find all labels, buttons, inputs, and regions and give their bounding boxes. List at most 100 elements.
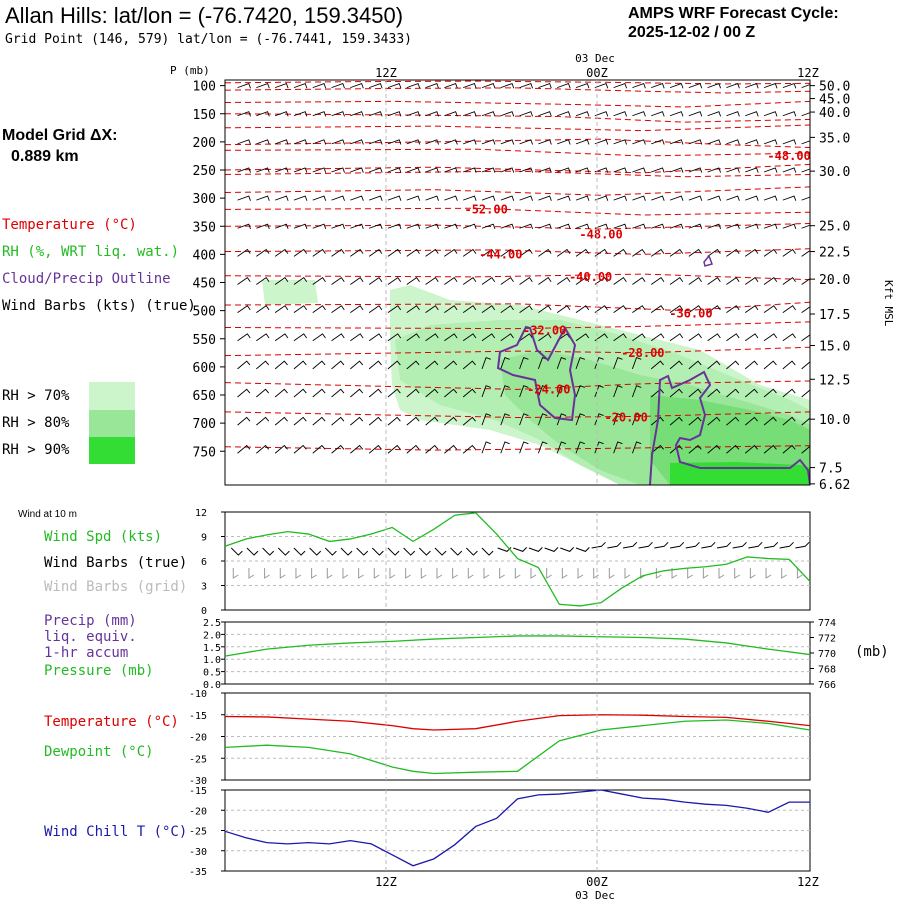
wind-barb bbox=[293, 333, 308, 342]
wind-barb bbox=[707, 333, 721, 342]
wind-barb bbox=[707, 305, 721, 313]
wind-barb bbox=[669, 333, 684, 342]
wind-barb bbox=[632, 139, 646, 145]
wind-barb bbox=[632, 167, 646, 173]
temperature-contour-label: -28.00 bbox=[621, 346, 664, 360]
wind-barb-true bbox=[387, 547, 400, 556]
wind-barb-true bbox=[230, 547, 243, 556]
wind-barb bbox=[256, 388, 270, 398]
wind-barb bbox=[594, 82, 609, 89]
temperature-contour bbox=[225, 124, 810, 132]
wind-barb bbox=[312, 195, 327, 201]
height-tick-label: 45.0 bbox=[819, 93, 850, 108]
wind10-spd-label: Wind Spd (kts) bbox=[44, 529, 163, 545]
wind-barb bbox=[481, 333, 496, 342]
wind-barb bbox=[782, 333, 796, 342]
y-tick-label: 12 bbox=[195, 508, 207, 519]
wind-barb bbox=[293, 167, 308, 173]
wind-barb bbox=[782, 195, 797, 201]
wind-barb bbox=[594, 413, 604, 426]
top-tick-00z: 00Z bbox=[586, 66, 608, 80]
wind-barb-grid bbox=[248, 568, 255, 579]
wind-barb bbox=[481, 223, 496, 229]
wind-barb bbox=[368, 360, 382, 370]
wind-barb bbox=[538, 82, 552, 89]
y-tick-label: -10 bbox=[189, 689, 207, 700]
wind-barb bbox=[613, 223, 628, 229]
wind-barb bbox=[312, 111, 327, 117]
legend-rh: RH (%, WRT liq. wat.) bbox=[2, 244, 180, 260]
wind-barb bbox=[387, 111, 402, 117]
wind-barb bbox=[745, 195, 759, 201]
wind-barb bbox=[669, 416, 683, 426]
wind-barb bbox=[368, 305, 383, 313]
wind-barb bbox=[312, 167, 327, 173]
wind-barb bbox=[444, 139, 458, 145]
wind-barb bbox=[801, 249, 810, 257]
wind-barb bbox=[256, 248, 270, 257]
rh-legend-label: RH > 90% bbox=[2, 442, 70, 458]
wind-barb bbox=[256, 82, 270, 89]
wind-barb bbox=[463, 167, 477, 173]
wind-barb bbox=[350, 223, 364, 229]
wind-barb bbox=[726, 167, 740, 173]
wind-barb bbox=[557, 167, 571, 173]
wind-barb bbox=[312, 416, 326, 426]
wind-barb bbox=[406, 276, 420, 285]
wind-barb bbox=[350, 167, 364, 173]
wind-barb bbox=[613, 385, 623, 398]
wind-barb bbox=[425, 416, 439, 426]
wind-barbs-grid bbox=[232, 568, 803, 579]
wind-barb bbox=[350, 416, 364, 426]
wind-barb bbox=[557, 223, 571, 229]
wind-barb bbox=[538, 139, 552, 145]
wind-barb bbox=[444, 444, 458, 454]
wind-barb-true bbox=[732, 541, 747, 549]
temperature-contour bbox=[225, 301, 810, 312]
wind-barb bbox=[293, 416, 307, 426]
top-tick-12z-end: 12Z bbox=[797, 66, 819, 80]
wind-barb bbox=[763, 195, 778, 201]
wind-barb bbox=[538, 333, 552, 342]
wind-barb bbox=[519, 413, 529, 426]
temperature-panel-frame bbox=[224, 692, 811, 781]
wind-barb bbox=[500, 111, 515, 117]
wind-barb bbox=[801, 417, 810, 426]
wind-barb bbox=[387, 248, 402, 257]
temperature-contour-label: -36.00 bbox=[669, 306, 712, 320]
wind-barb bbox=[425, 388, 439, 398]
wind-panel: 0 3 6 9 12 bbox=[195, 508, 811, 617]
wind-barb bbox=[293, 444, 307, 454]
wind-barb bbox=[481, 276, 496, 285]
wind-barb-true bbox=[340, 547, 353, 556]
wind-barb-true bbox=[293, 547, 306, 556]
temperature-panel: -30 -25 -20 -15 -10 bbox=[189, 689, 811, 787]
wind-barb bbox=[387, 444, 401, 454]
wind-barb bbox=[688, 82, 703, 89]
wind-barb bbox=[744, 388, 758, 398]
wind-barb-true bbox=[513, 547, 528, 552]
wind-barb bbox=[519, 305, 533, 313]
temperature-contour bbox=[225, 100, 810, 108]
wind-barb bbox=[312, 333, 326, 342]
wind-barb bbox=[632, 111, 646, 117]
wind-barb-grid bbox=[420, 568, 427, 579]
wind10-heading: Wind at 10 m bbox=[18, 509, 77, 520]
wind-barb-grid bbox=[232, 568, 239, 579]
wind-barb-grid bbox=[483, 568, 490, 579]
wind-barb bbox=[632, 333, 646, 342]
wind-barb-grid bbox=[326, 568, 333, 579]
wind-barb bbox=[462, 388, 476, 398]
wind-barb bbox=[632, 276, 646, 285]
wind-barb bbox=[763, 139, 778, 145]
wind-barb bbox=[369, 167, 383, 173]
wind-barb bbox=[801, 361, 810, 370]
wind-chill-line bbox=[224, 789, 810, 867]
wind-barb bbox=[331, 139, 345, 145]
wind-barb bbox=[350, 444, 364, 454]
wind-barbs-upper bbox=[237, 82, 810, 454]
wind-barb bbox=[519, 167, 533, 173]
wind-barb bbox=[331, 195, 345, 201]
precip-liq-label: liq. equiv. bbox=[44, 629, 137, 645]
wind-barb bbox=[406, 167, 421, 173]
